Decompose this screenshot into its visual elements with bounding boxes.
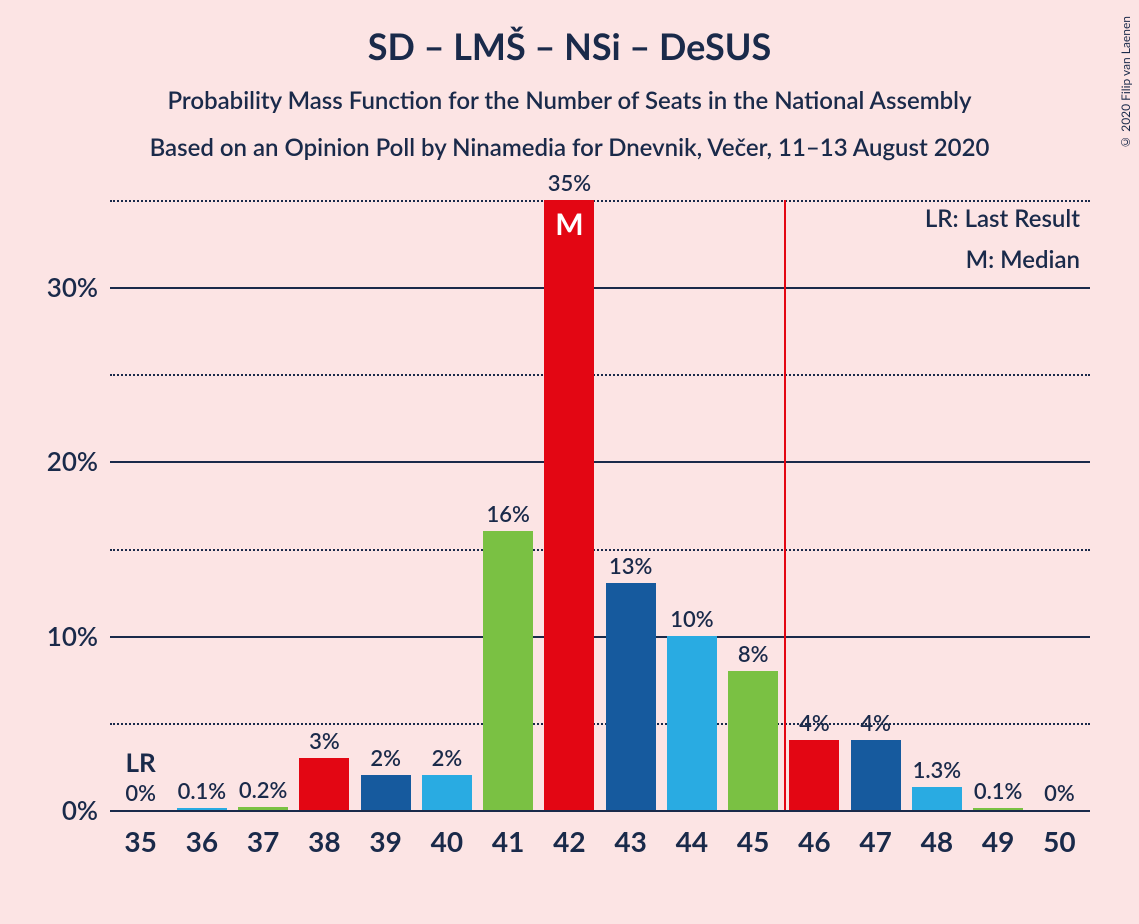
x-tick-label: 50 — [1029, 810, 1090, 858]
bar-value-label: 4% — [860, 709, 891, 740]
bar-value-label: 8% — [738, 640, 769, 671]
bar-value-label: 4% — [799, 709, 830, 740]
x-tick-label: 48 — [906, 810, 967, 858]
bar-slot: 0% — [1029, 200, 1090, 810]
x-tick-label: 49 — [968, 810, 1029, 858]
x-tick-label: 39 — [355, 810, 416, 858]
bar-slot: 2% — [416, 200, 477, 810]
bar-slot: 2% — [355, 200, 416, 810]
bar-value-label: 3% — [309, 727, 340, 758]
bar-value-label: 0.1% — [178, 777, 227, 808]
bar-value-label: 35% — [548, 169, 591, 200]
majority-line — [784, 200, 786, 810]
bar-slot: 13% — [600, 200, 661, 810]
x-tick-label: 43 — [600, 810, 661, 858]
bar-slot: 35%M — [539, 200, 600, 810]
x-axis-labels: 35363738394041424344454647484950 — [110, 810, 1090, 858]
bar-value-label: 2% — [370, 744, 401, 775]
x-tick-label: 40 — [416, 810, 477, 858]
x-tick-label: 35 — [110, 810, 171, 858]
bar-slot: 0.1% — [968, 200, 1029, 810]
y-tick-label: 0% — [62, 794, 110, 826]
bar: 4% — [789, 740, 839, 810]
bar-slot: 3% — [294, 200, 355, 810]
y-tick-label: 20% — [47, 445, 110, 477]
chart-subtitle-2: Based on an Opinion Poll by Ninamedia fo… — [0, 133, 1139, 162]
bar-value-label: 0% — [125, 779, 156, 810]
bar-slot: 1.3% — [906, 200, 967, 810]
bars-container: 0%0.1%0.2%3%2%2%16%35%M13%10%8%4%4%1.3%0… — [110, 200, 1090, 810]
x-tick-label: 36 — [171, 810, 232, 858]
x-tick-label: 46 — [784, 810, 845, 858]
copyright: © 2020 Filip van Laenen — [1118, 16, 1133, 150]
x-tick-label: 44 — [661, 810, 722, 858]
bar-slot: 8% — [723, 200, 784, 810]
bar-slot: 4% — [784, 200, 845, 810]
x-tick-label: 47 — [845, 810, 906, 858]
median-marker: M — [555, 206, 583, 242]
bar: 13% — [606, 583, 656, 810]
bar-value-label: 10% — [670, 605, 713, 636]
bar-value-label: 0.1% — [974, 777, 1023, 808]
bar: 4% — [851, 740, 901, 810]
bar: 3% — [299, 758, 349, 810]
chart-title: SD – LMŠ – NSi – DeSUS — [0, 0, 1139, 68]
bar: 2% — [361, 775, 411, 810]
bar-slot: 0.2% — [233, 200, 294, 810]
bar-value-label: 1.3% — [913, 756, 962, 787]
bar: 2% — [422, 775, 472, 810]
bar: 1.3% — [912, 787, 962, 810]
last-result-label: LR — [126, 746, 156, 778]
bar: 8% — [728, 671, 778, 810]
bar-slot: 10% — [661, 200, 722, 810]
bar-value-label: 13% — [609, 552, 652, 583]
y-tick-label: 30% — [47, 271, 110, 303]
x-tick-label: 37 — [233, 810, 294, 858]
bar-slot: 4% — [845, 200, 906, 810]
bar: 35%M — [544, 200, 594, 810]
x-tick-label: 42 — [539, 810, 600, 858]
bar-value-label: 16% — [486, 500, 529, 531]
x-tick-label: 45 — [723, 810, 784, 858]
bar: 10% — [667, 636, 717, 810]
x-tick-label: 38 — [294, 810, 355, 858]
x-tick-label: 41 — [478, 810, 539, 858]
bar-value-label: 2% — [432, 744, 463, 775]
bar-value-label: 0% — [1044, 779, 1075, 810]
bar-slot: 16% — [478, 200, 539, 810]
y-tick-label: 10% — [47, 620, 110, 652]
chart-subtitle-1: Probability Mass Function for the Number… — [0, 86, 1139, 115]
bar-slot: 0.1% — [171, 200, 232, 810]
bar-value-label: 0.2% — [239, 776, 288, 807]
bar: 16% — [483, 531, 533, 810]
plot-area: LR: Last Result M: Median 0%10%20%30% 0%… — [110, 200, 1090, 810]
bar-slot: 0% — [110, 200, 171, 810]
